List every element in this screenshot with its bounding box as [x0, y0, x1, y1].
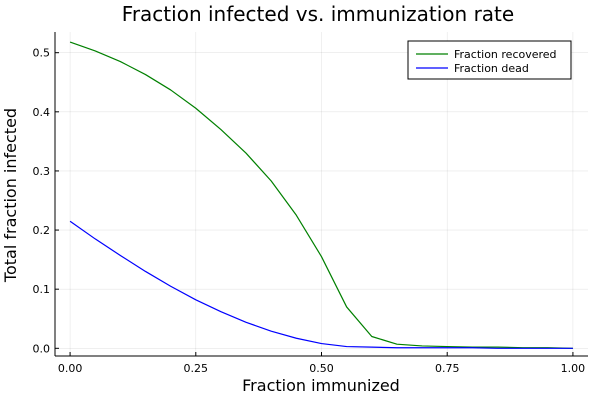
series-lines	[69, 41, 573, 349]
legend-box	[407, 40, 572, 80]
chart-title: Fraction infected vs. immunization rate	[122, 2, 514, 26]
legend: Fraction recovered Fraction dead	[407, 40, 572, 80]
y-axis-label: Total fraction infected	[1, 108, 20, 283]
y-tick-label: 0.2	[33, 224, 51, 237]
y-tick-label: 0.3	[33, 165, 51, 178]
legend-label-recovered: Fraction recovered	[454, 48, 557, 61]
y-tick-label: 0.5	[33, 47, 51, 60]
x-tick-label: 0.25	[184, 362, 209, 375]
x-tick-label: 0.00	[58, 362, 83, 375]
axes	[54, 32, 588, 357]
y-tick-label: 0.0	[33, 342, 51, 355]
x-tick-label: 0.50	[309, 362, 334, 375]
x-axis-label: Fraction immunized	[242, 376, 400, 395]
tick-labels: 0.00 0.25 0.50 0.75 1.00 0.0 0.1 0.2 0.3 0.4 0.5	[33, 47, 586, 375]
y-tick-label: 0.4	[33, 106, 51, 119]
legend-label-dead: Fraction dead	[454, 62, 529, 75]
x-tick-label: 1.00	[561, 362, 586, 375]
series-line-recovered	[69, 41, 573, 349]
x-tick-label: 0.75	[435, 362, 460, 375]
series-line-dead	[69, 220, 573, 349]
y-tick-label: 0.1	[33, 283, 51, 296]
